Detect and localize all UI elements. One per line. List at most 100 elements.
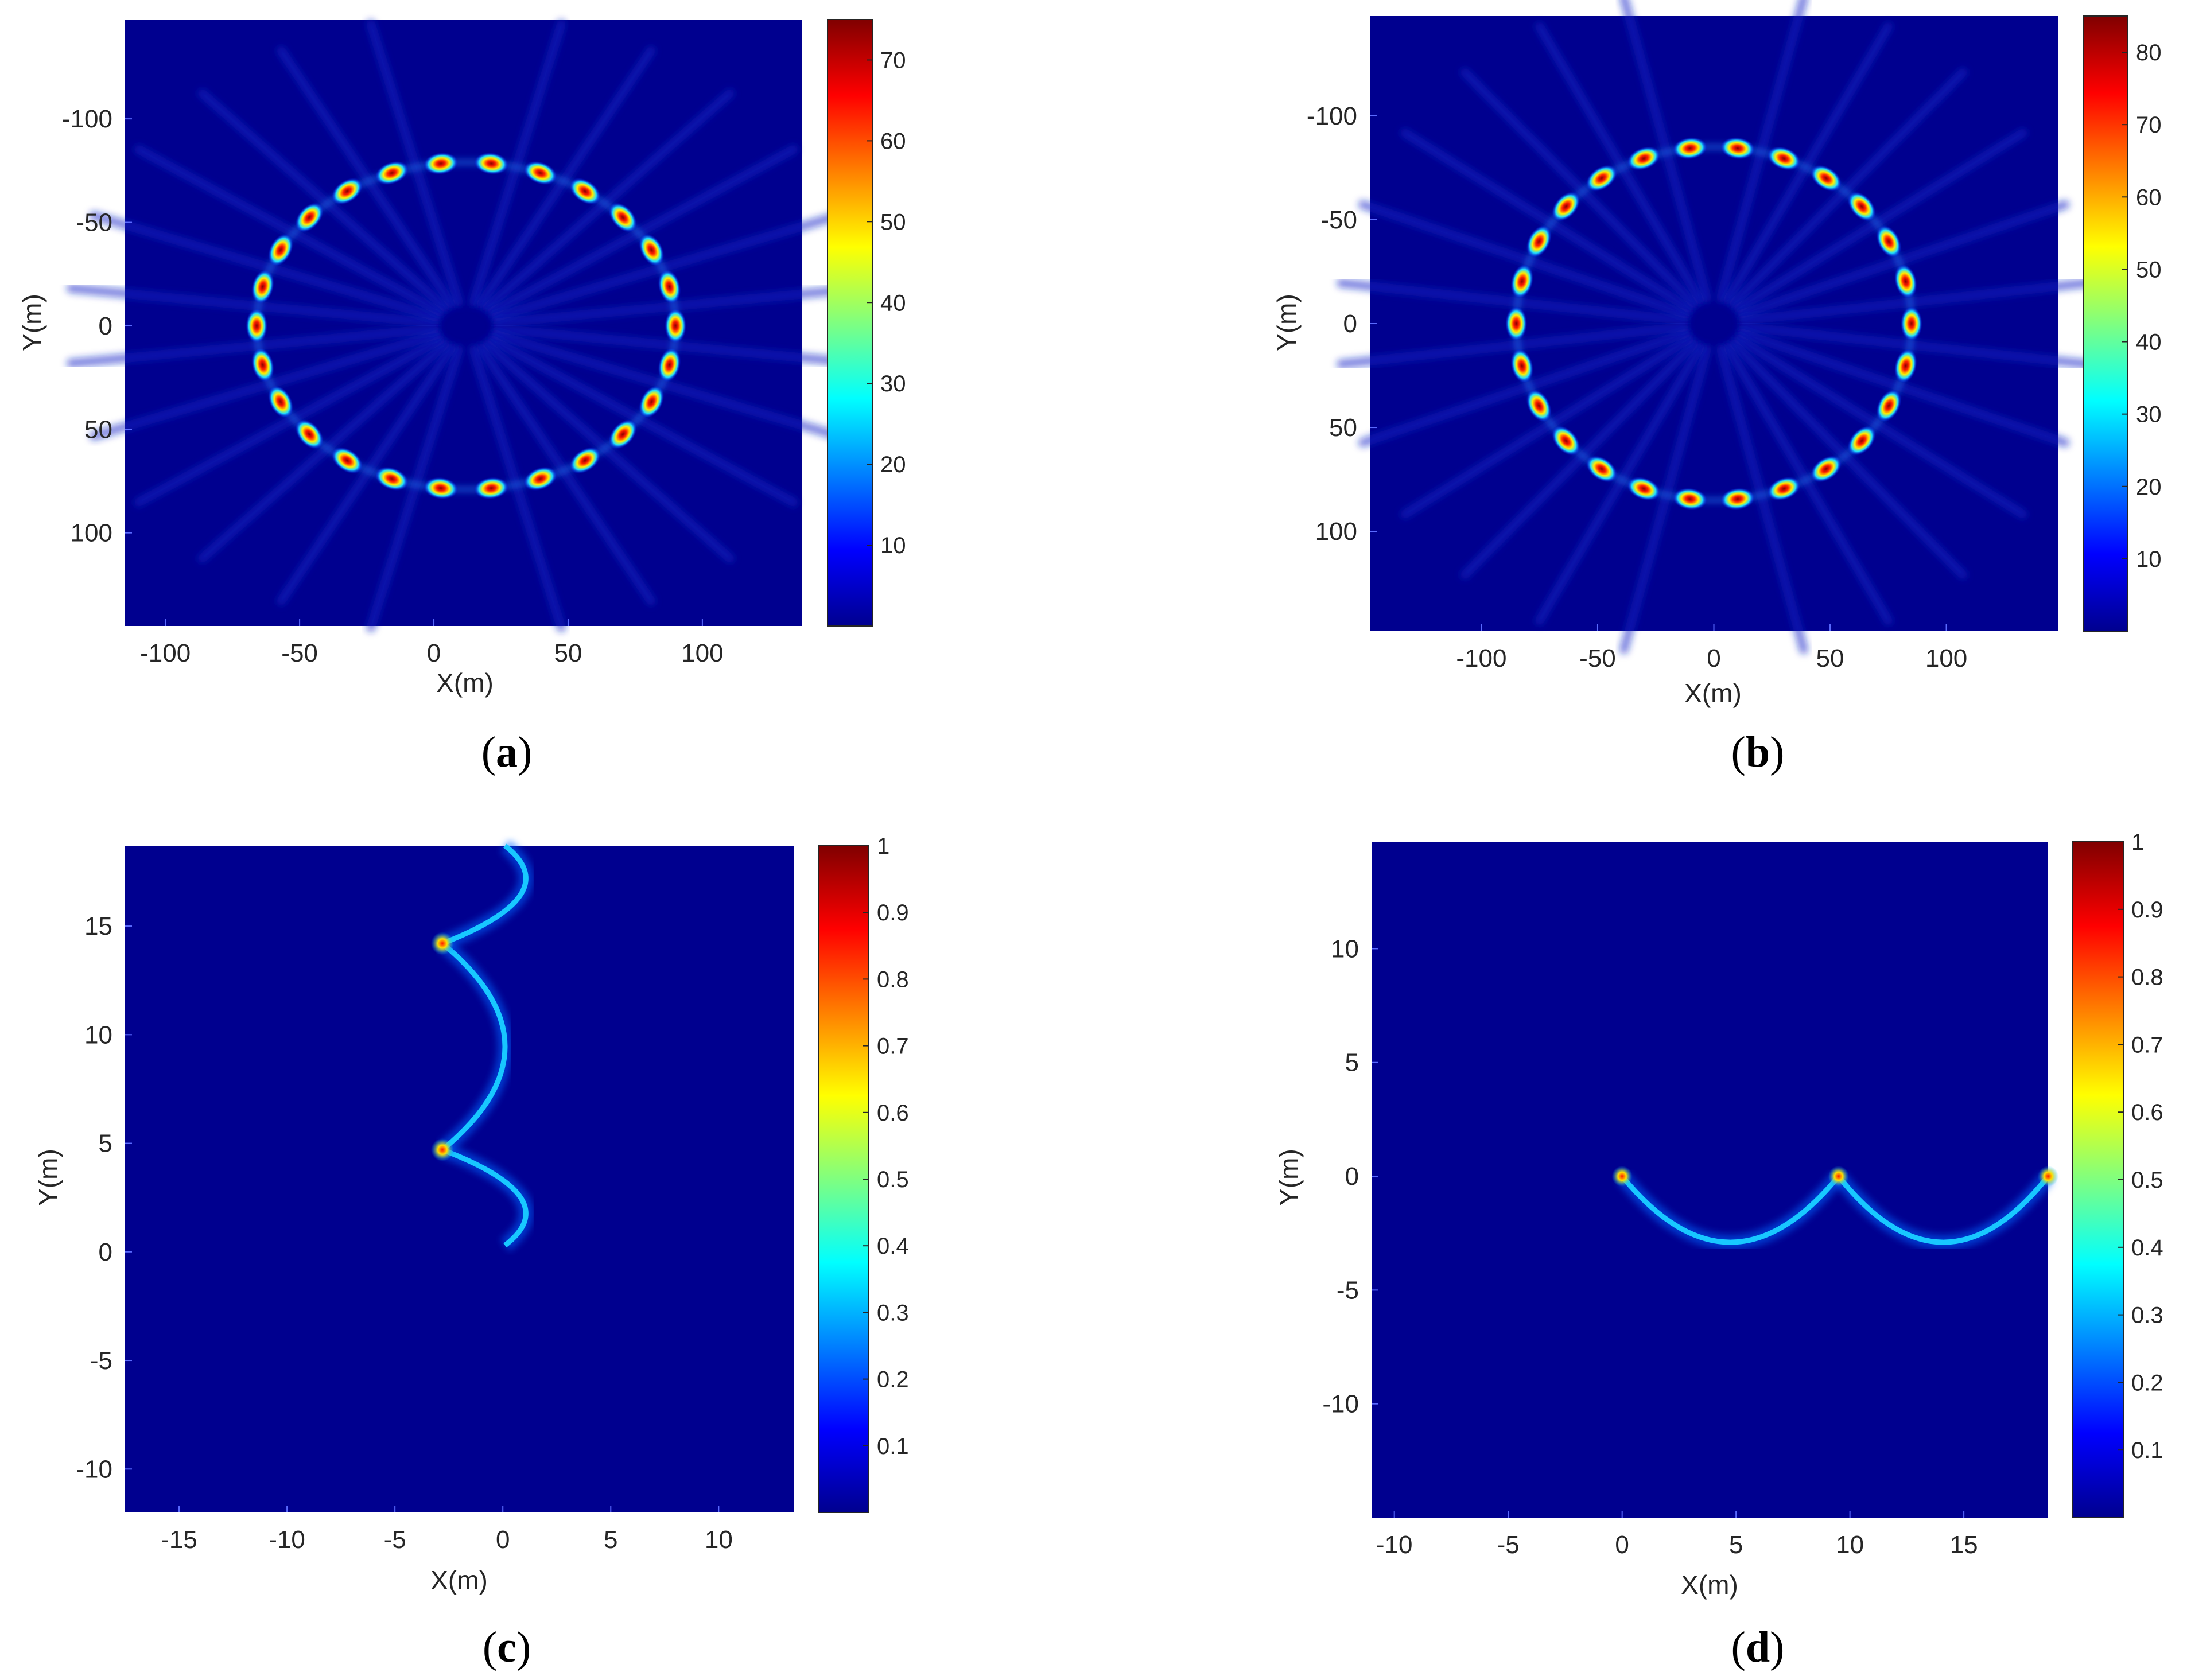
colorbar-tick-label: 70 — [880, 48, 906, 73]
arc-trace — [1620, 1175, 1841, 1245]
focus-hotspot — [1876, 390, 1902, 422]
focus-hotspot — [1586, 456, 1617, 483]
focus-hotspot — [1767, 477, 1801, 501]
x-tick-label: -100 — [140, 639, 191, 667]
xticks-c: -15 -10 -5 0 5 10 — [161, 1506, 733, 1554]
sidelobe-streak — [134, 145, 445, 317]
colorbar-tick-label: 30 — [880, 371, 906, 396]
sidelobe-streak — [1337, 322, 1689, 369]
focus-hotspot — [375, 466, 409, 491]
colorbar-tick-label: 0.1 — [2131, 1438, 2163, 1463]
focus-hotspot — [1767, 146, 1801, 170]
colorbar-tick-label: 0.6 — [2131, 1100, 2163, 1125]
focus-hotspot — [474, 477, 509, 500]
focus-hotspot — [1552, 192, 1580, 221]
focus-hotspot — [251, 348, 274, 382]
sidelobe-streak — [1400, 334, 1694, 519]
x-tick-label: 10 — [1836, 1531, 1864, 1559]
focus-hotspot — [1586, 165, 1617, 192]
sidelobe-streak — [1535, 22, 1705, 305]
focus-hotspot — [665, 308, 687, 343]
arc-trace — [441, 843, 529, 946]
focus-hotspot — [331, 447, 363, 474]
focus-hotspot — [424, 477, 459, 500]
sidelobe-streak — [1737, 328, 2070, 448]
sidelobe-streak — [1728, 339, 1968, 580]
y-tick-label: -100 — [62, 105, 112, 133]
colorbar-tick-label: 0.5 — [2131, 1168, 2163, 1193]
sidelobe-streak — [491, 211, 843, 322]
focus-hotspot — [658, 270, 681, 304]
sidelobe-streak — [487, 145, 798, 317]
sidelobe-streak — [66, 283, 440, 328]
colorbar-tick-label: 0.3 — [877, 1300, 909, 1325]
y-axis-label-b: Y(m) — [1272, 294, 1302, 351]
sidelobe-streak — [366, 20, 464, 307]
focus-hotspot — [251, 270, 274, 304]
caption-b: (b) — [1731, 728, 1785, 776]
y-tick-label: 100 — [1315, 518, 1357, 546]
colorbar-tick-label: 0.6 — [877, 1100, 909, 1126]
focus-hotspot — [295, 419, 324, 449]
colorbar-tick-label: 1 — [877, 834, 889, 859]
colorbar-tick-label: 50 — [2136, 257, 2162, 282]
focus-hotspot — [1894, 264, 1917, 298]
sidelobe-streak — [487, 335, 798, 507]
yticks-b: -100 -50 0 50 100 — [1307, 102, 1377, 546]
colorbar-ticks-a: 10 20 30 40 50 60 70 — [867, 48, 906, 558]
colorbar-tick-label: 70 — [2136, 112, 2162, 138]
caption-a: (a) — [481, 728, 533, 776]
x-tick-label: 15 — [1950, 1531, 1978, 1559]
colorbar-tick-label: 40 — [880, 290, 906, 316]
sidelobe-streak — [1734, 128, 2027, 313]
colorbar-tick-label: 0.3 — [2131, 1303, 2163, 1328]
focus-hotspot — [1894, 349, 1917, 383]
colorbar-tick-label: 30 — [2136, 402, 2162, 427]
sidelobe-streak — [1400, 128, 1694, 313]
y-tick-label: 10 — [84, 1021, 112, 1049]
x-tick-label: -50 — [1579, 644, 1616, 672]
colorbar-c — [818, 845, 869, 1513]
sidelobe-streak — [482, 88, 735, 312]
x-tick-label: -15 — [161, 1526, 197, 1554]
focus-hotspot — [569, 178, 601, 205]
x-tick-label: -100 — [1456, 644, 1506, 672]
x-tick-label: -50 — [281, 639, 318, 667]
sidelobe-streak — [1723, 22, 1893, 305]
colorbar-tick-label: 0.9 — [877, 900, 909, 925]
panel-a: -100 -50 0 50 100 -100 -50 0 50 100 X(m) Y(m) 10… — [17, 10, 906, 776]
x-tick-label: 100 — [1925, 644, 1967, 672]
y-tick-label: -10 — [76, 1455, 112, 1483]
sidelobe-streak — [469, 20, 566, 307]
sidelobe-streak — [1723, 342, 1893, 625]
focus-hotspot — [1510, 349, 1533, 383]
focus-hotspot — [608, 203, 637, 232]
sidelobe-streak — [276, 343, 456, 606]
sidelobe-streak — [1716, 0, 1808, 303]
yticks-c: -10 -5 0 5 10 15 — [76, 912, 132, 1483]
x-tick-label: -10 — [269, 1526, 305, 1554]
sidelobe-streak — [276, 46, 456, 309]
y-tick-label: 15 — [84, 912, 112, 940]
colorbar-tick-label: 10 — [2136, 547, 2162, 572]
plot-content-a — [66, 10, 866, 641]
arc-trace — [441, 941, 508, 1152]
x-tick-label: -5 — [384, 1526, 406, 1554]
sidelobe-streak — [197, 339, 450, 563]
sidelobe-streak — [1716, 344, 1809, 654]
sidelobe-streak — [491, 330, 843, 441]
xticks-d: -10 -5 0 5 10 15 — [1376, 1511, 1978, 1559]
y-tick-label: 0 — [1343, 310, 1357, 338]
focus-hotspot — [1720, 137, 1755, 160]
x-tick-label: 50 — [554, 639, 582, 667]
plot-area-c — [125, 846, 794, 1512]
focus-hotspot — [331, 178, 363, 205]
colorbar-tick-label: 0.2 — [877, 1367, 909, 1393]
y-tick-label: -50 — [1320, 206, 1357, 234]
sidelobe-streak — [482, 339, 735, 563]
caption-c: (c) — [483, 1623, 531, 1671]
sidelobe-streak — [1738, 322, 2091, 369]
x-tick-label: -10 — [1376, 1531, 1413, 1559]
arc-junction — [430, 932, 454, 955]
